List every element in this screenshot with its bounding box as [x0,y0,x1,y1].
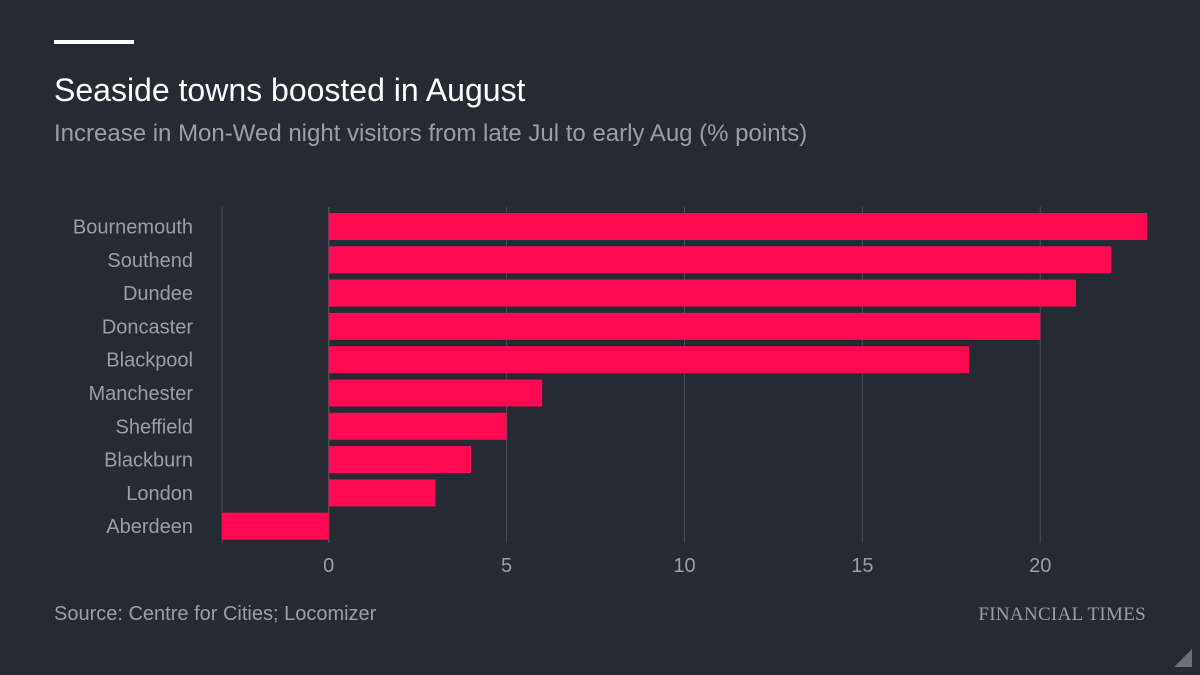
category-label: Blackpool [106,350,193,372]
resize-corner-icon [1174,649,1192,667]
x-tick-label: 20 [1029,555,1051,577]
category-label: Dundee [123,283,193,305]
category-label: Bournemouth [73,217,193,239]
category-label: Doncaster [102,316,193,338]
bar-aberdeen [222,512,329,540]
top-rule [54,40,134,44]
chart-title: Seaside towns boosted in August [54,72,526,108]
bar-doncaster [328,312,1041,340]
x-tick-label: 5 [501,555,512,577]
x-tick-label: 15 [851,555,873,577]
bar-blackburn [328,446,472,474]
category-label: Aberdeen [106,516,193,538]
bar-bournemouth [328,213,1147,240]
bar-london [328,479,436,507]
bar-manchester [328,379,543,407]
x-tick-label: 10 [673,555,695,577]
bar-southend [328,246,1112,274]
category-label: London [126,483,193,505]
bar-sheffield [328,412,507,440]
chart-subtitle: Increase in Mon-Wed night visitors from … [54,120,808,147]
bar-dundee [328,279,1076,307]
x-tick-label: 0 [323,555,334,577]
category-label: Southend [107,250,193,272]
source-note: Source: Centre for Cities; Locomizer [54,603,377,625]
category-label: Blackburn [104,450,193,472]
category-label: Sheffield [116,416,193,438]
brand-wordmark: FINANCIAL TIMES [978,604,1146,625]
bar-blackpool [328,346,970,374]
category-label: Manchester [89,383,194,405]
